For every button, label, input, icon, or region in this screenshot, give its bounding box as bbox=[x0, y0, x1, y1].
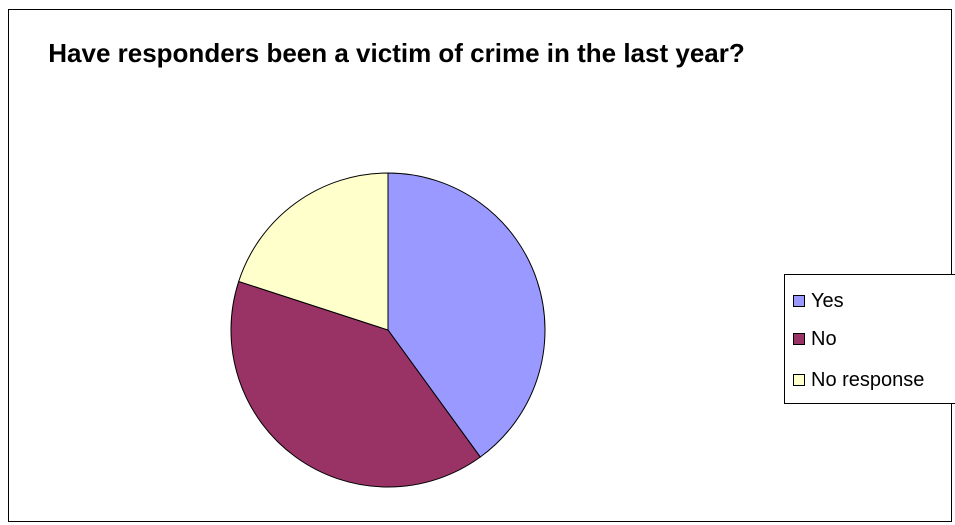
pie-chart bbox=[230, 172, 546, 488]
chart-title: Have responders been a victim of crime i… bbox=[48, 38, 745, 68]
legend-label: No bbox=[811, 327, 837, 350]
pie-slice-no-response bbox=[238, 172, 389, 331]
pie-slice-yes bbox=[387, 172, 546, 458]
legend-item-yes: Yes bbox=[793, 286, 844, 316]
legend-swatch bbox=[793, 295, 805, 307]
legend-swatch bbox=[793, 374, 805, 386]
legend-swatch bbox=[793, 333, 805, 345]
legend-label: Yes bbox=[811, 289, 844, 312]
legend: Yes No No response bbox=[784, 274, 955, 404]
pie-slice-no bbox=[230, 280, 481, 488]
chart-area: Have responders been a victim of crime i… bbox=[8, 9, 955, 522]
legend-item-no: No bbox=[793, 324, 837, 354]
legend-item-no-response: No response bbox=[793, 365, 924, 395]
legend-label: No response bbox=[811, 368, 925, 391]
